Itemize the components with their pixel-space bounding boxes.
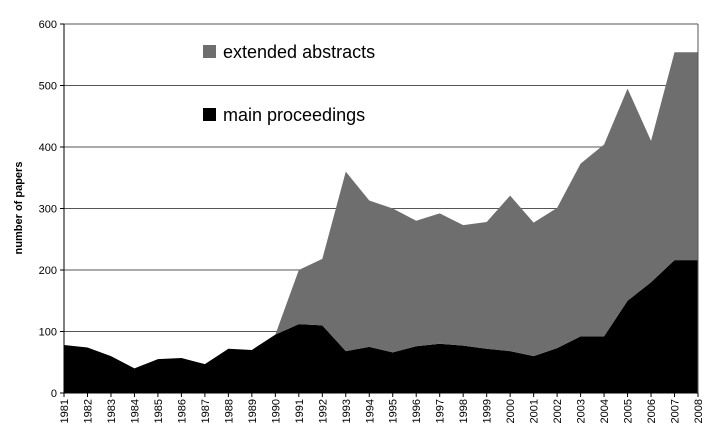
x-tick-label: 2007 [670,399,682,423]
y-tick-label: 200 [39,265,57,277]
area-extended-abstracts [64,52,698,369]
legend-swatch-main-proceedings [203,108,216,121]
x-tick-label: 1994 [364,399,376,423]
x-tick-label: 1990 [270,399,282,423]
x-tick-label: 1989 [247,399,259,423]
x-tick-label: 2004 [599,399,611,423]
x-tick-label: 1987 [200,399,212,423]
y-tick-label: 100 [39,327,57,339]
x-tick-label: 1995 [388,399,400,423]
y-tick-label: 400 [39,142,57,154]
x-tick-label: 1983 [106,399,118,423]
x-tick-labels: 1981 1982 1983 1984 1985 1986 1987 1988 1989 1990… [59,399,705,423]
area-series [64,52,698,393]
y-tick-labels: 0 100 200 300 400 500 600 [39,19,57,400]
x-tick-label: 1996 [411,399,423,423]
x-tick-label: 1991 [294,399,306,423]
y-tick-label: 300 [39,204,57,216]
axes [60,23,699,397]
x-tick-label: 1998 [458,399,470,423]
x-tick-label: 2001 [529,399,541,423]
y-tick-label: 0 [51,388,57,400]
x-tick-label: 2003 [576,399,588,423]
x-tick-label: 2008 [693,399,705,423]
legend-swatch-extended-abstracts [203,45,216,58]
x-tick-label: 1984 [129,399,141,423]
x-tick-label: 1997 [435,399,447,423]
y-axis-title: number of papers [13,162,25,255]
x-tick-label: 1981 [59,399,71,423]
legend-label-main-proceedings: main proceedings [223,105,365,125]
x-tick-label: 2006 [646,399,658,423]
x-tick-label: 2000 [505,399,517,423]
x-tick-label: 1982 [82,399,94,423]
x-tick-label: 1992 [317,399,329,423]
x-tick-label: 1985 [153,399,165,423]
y-tick-label: 600 [39,19,57,31]
x-tick-label: 2002 [552,399,564,423]
y-tick-label: 500 [39,81,57,93]
area-main-proceedings [64,260,698,393]
x-tick-label: 2005 [623,399,635,423]
x-tick-label: 1986 [176,399,188,423]
legend-label-extended-abstracts: extended abstracts [223,42,375,62]
x-tick-label: 1999 [482,399,494,423]
x-tick-label: 1988 [223,399,235,423]
x-tick-label: 1993 [341,399,353,423]
legend: extended abstracts main proceedings [203,42,375,125]
